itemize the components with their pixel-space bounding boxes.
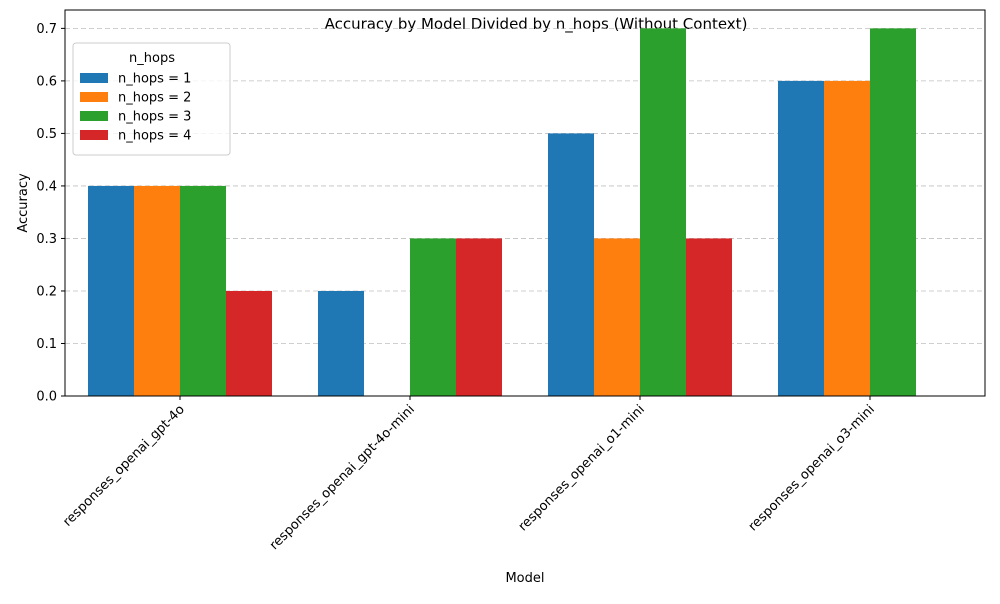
legend: n_hops n_hops = 1 n_hops = 2 n_hops = 3 n_ho…	[72, 42, 231, 156]
bar	[640, 28, 686, 397]
y-tick-label: 0.6	[36, 74, 57, 89]
y-tick-label: 0.5	[36, 127, 57, 142]
bar	[180, 185, 226, 396]
y-axis-label: Accuracy	[16, 173, 31, 233]
bar	[134, 185, 180, 396]
bars	[88, 28, 916, 397]
x-tick-label: responses_openai_gpt-4o-mini	[267, 402, 418, 553]
y-tick-label: 0.0	[36, 390, 57, 405]
legend-swatch	[80, 111, 108, 121]
y-tick-label: 0.2	[36, 284, 57, 299]
plot-frame	[64, 9, 986, 397]
bar	[778, 80, 824, 397]
bar	[824, 80, 870, 397]
y-tick-label: 0.7	[36, 22, 57, 37]
x-tick-label: responses_openai_o3-mini	[746, 402, 878, 534]
x-tick-label: responses_openai_o1-mini	[516, 402, 648, 534]
x-axis: responses_openai_gpt-4o responses_openai_…	[60, 396, 878, 553]
bar	[870, 28, 916, 397]
x-tick-label: responses_openai_gpt-4o	[60, 402, 188, 530]
y-tick-label: 0.1	[36, 337, 57, 352]
legend-swatch	[80, 73, 108, 83]
legend-item-label: n_hops = 4	[118, 129, 191, 144]
legend-swatch	[80, 130, 108, 140]
legend-item-label: n_hops = 3	[118, 110, 191, 125]
bar	[226, 290, 272, 396]
bar	[686, 238, 732, 396]
legend-box	[72, 42, 231, 156]
bar	[318, 290, 364, 396]
x-axis-label: Model	[505, 571, 544, 586]
legend-swatch	[80, 92, 108, 102]
bar	[548, 133, 594, 396]
bar	[410, 238, 456, 396]
legend-title: n_hops	[129, 51, 175, 66]
bar	[88, 185, 134, 396]
y-axis: 0.0 0.1 0.2 0.3 0.4 0.5 0.6 0.7	[36, 22, 65, 405]
bar	[456, 238, 502, 396]
legend-item-label: n_hops = 1	[118, 72, 191, 87]
y-tick-label: 0.4	[36, 179, 57, 194]
bar	[594, 238, 640, 396]
legend-item-label: n_hops = 2	[118, 91, 191, 106]
y-tick-label: 0.3	[36, 232, 57, 247]
